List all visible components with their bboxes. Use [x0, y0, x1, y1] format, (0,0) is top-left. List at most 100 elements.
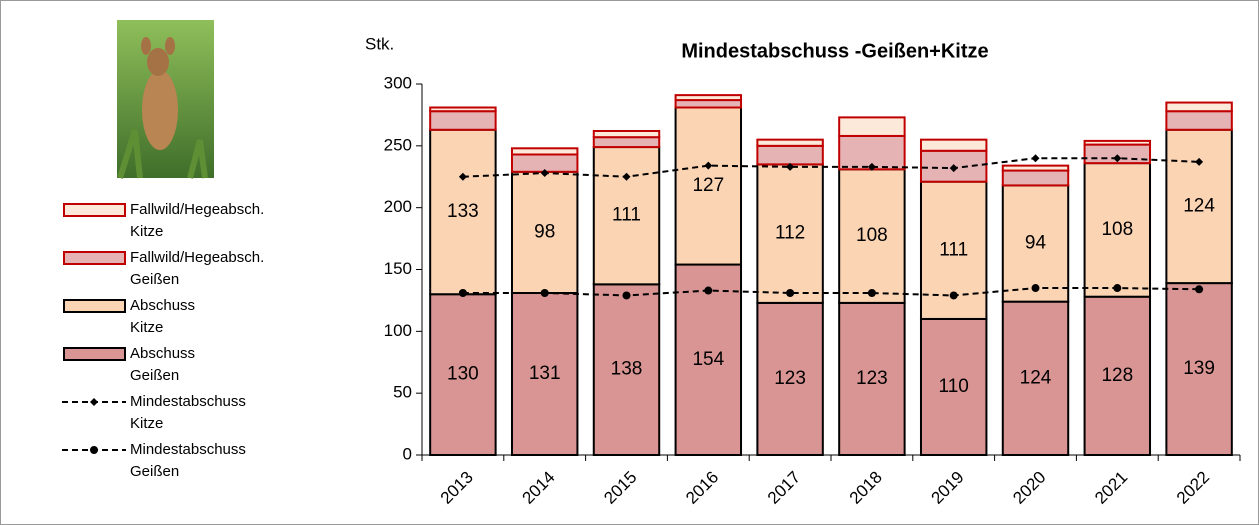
x-tick-label: 2016 — [682, 468, 722, 508]
x-tick-label: 2013 — [437, 468, 477, 508]
y-tick-label: 250 — [384, 135, 412, 154]
bar-segment — [1001, 169, 1070, 187]
data-label: 124 — [1020, 367, 1052, 388]
data-label: 108 — [856, 225, 888, 246]
data-label: 123 — [774, 368, 806, 389]
legend-label: Abschuss Geißen — [130, 345, 196, 384]
line-marker — [1113, 154, 1122, 163]
line-marker — [1195, 285, 1204, 294]
data-label: 123 — [856, 368, 888, 389]
bar-segment — [1083, 162, 1152, 298]
data-label: 138 — [611, 359, 643, 380]
bar-segment — [1083, 139, 1152, 146]
bar-segment — [674, 94, 743, 102]
line-marker — [90, 446, 98, 454]
x-tick-label: 2015 — [600, 468, 640, 508]
line-marker — [1195, 157, 1204, 166]
x-tick-label: 2021 — [1091, 468, 1131, 508]
data-label: 139 — [1183, 358, 1215, 379]
line-marker — [949, 164, 958, 173]
line-marker — [90, 398, 98, 406]
bar-segment — [1165, 128, 1233, 285]
data-label: 108 — [1101, 219, 1133, 240]
data-label: 130 — [447, 364, 479, 385]
bar-segment — [429, 106, 497, 113]
data-label: 111 — [612, 205, 641, 226]
bar-segment — [592, 129, 661, 139]
line-marker — [949, 291, 958, 300]
line-marker — [786, 162, 795, 171]
data-label: 154 — [692, 349, 724, 370]
data-label: 110 — [939, 376, 969, 397]
line-marker — [867, 162, 876, 171]
data-label: 98 — [534, 221, 555, 242]
legend-label: Fallwild/Hegeabsch. Geißen — [130, 249, 265, 288]
line-marker — [1031, 154, 1040, 163]
bar-segment — [510, 147, 579, 156]
legend-swatch — [63, 299, 126, 313]
data-label: 124 — [1183, 195, 1215, 216]
line-marker — [786, 288, 795, 297]
bar-segment — [838, 116, 906, 137]
bar-segment — [674, 99, 743, 109]
bar-segment — [1001, 300, 1070, 456]
line-marker — [1031, 284, 1040, 293]
chart-title: Mindestabschuss -Geißen+Kitze — [681, 40, 988, 62]
legend-swatch — [63, 251, 126, 265]
line-marker — [622, 172, 631, 181]
line-marker — [704, 286, 713, 295]
bar-segment — [429, 110, 497, 131]
bar-segment — [429, 128, 497, 296]
line-marker — [704, 161, 713, 170]
line-marker — [867, 288, 876, 297]
photo — [117, 20, 214, 179]
y-tick-label: 100 — [384, 321, 412, 340]
bar-segment — [1165, 110, 1233, 131]
data-label: 111 — [939, 239, 968, 260]
bar-segment — [756, 138, 824, 147]
bar-segment — [592, 136, 661, 149]
data-label: 112 — [775, 223, 805, 244]
x-tick-label: 2018 — [846, 468, 886, 508]
legend-label: Abschuss Kitze — [130, 297, 196, 336]
bar-segment — [919, 138, 988, 152]
line-marker — [458, 288, 467, 297]
y-tick-label: 300 — [384, 73, 412, 92]
bar-segment — [756, 163, 824, 304]
line-marker — [540, 288, 549, 297]
x-tick-label: 2014 — [519, 468, 559, 508]
data-label: 131 — [529, 363, 561, 384]
bar-segment — [1165, 101, 1233, 113]
line-marker — [622, 291, 631, 300]
y-tick-label: 50 — [393, 383, 412, 402]
line-marker — [540, 169, 549, 178]
bar-segment — [510, 170, 579, 294]
bar-segment — [674, 263, 743, 457]
line — [462, 157, 1200, 178]
y-tick-label: 200 — [384, 197, 412, 216]
bar-segment — [592, 283, 661, 456]
legend-swatch — [63, 347, 126, 361]
line-marker — [1113, 284, 1122, 293]
x-tick-label: 2019 — [928, 468, 968, 508]
bar-segment — [1001, 164, 1070, 172]
legend-label: Mindestabschuss Kitze — [130, 393, 246, 432]
data-label: 94 — [1025, 233, 1047, 254]
x-tick-label: 2020 — [1009, 468, 1049, 508]
x-tick-label: 2017 — [764, 468, 804, 508]
y-tick-label: 0 — [403, 444, 412, 463]
legend-swatch — [63, 203, 126, 217]
bar-segment — [592, 146, 661, 286]
y-axis-label: Stk. — [365, 34, 394, 53]
bar-segment — [838, 168, 906, 304]
legend-label: Fallwild/Hegeabsch. Kitze — [130, 201, 265, 240]
line — [462, 287, 1200, 297]
x-tick-label: 2022 — [1173, 468, 1213, 508]
data-label: 127 — [692, 175, 724, 196]
line-marker — [458, 172, 467, 181]
data-label: 128 — [1101, 365, 1133, 386]
y-tick-label: 150 — [384, 259, 412, 278]
data-label: 133 — [447, 201, 479, 222]
